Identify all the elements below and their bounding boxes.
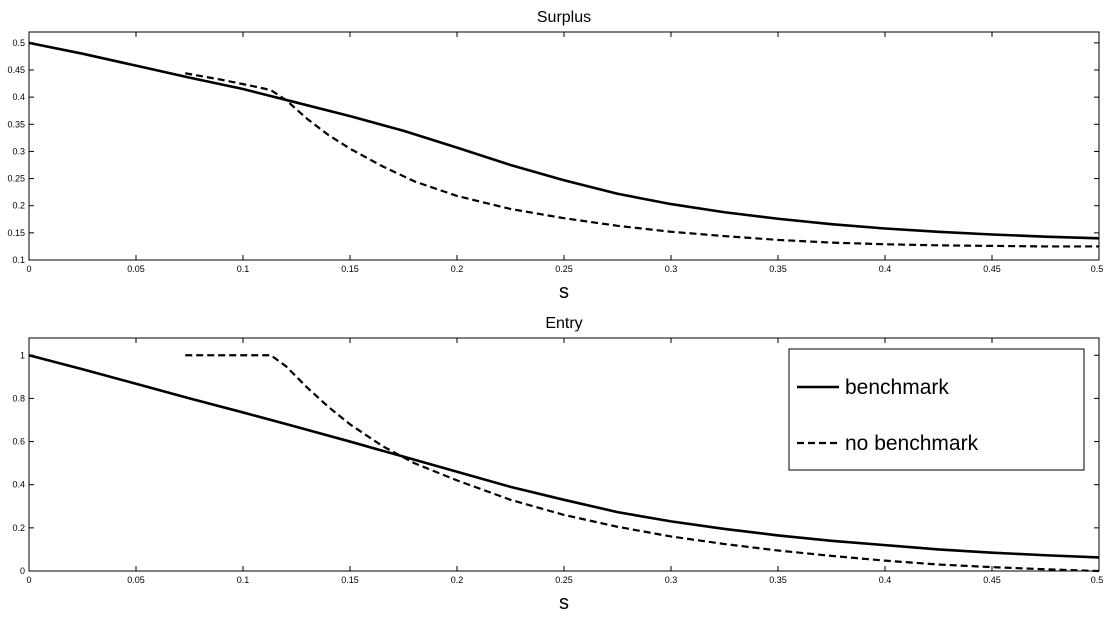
- chart-entry-legend: benchmark no benchmark: [788, 348, 1085, 471]
- chart-entry-ytick-label: 0.4: [12, 480, 25, 490]
- chart-entry-title: Entry: [545, 315, 582, 332]
- chart-entry-series-no-benchmark-line: [185, 354, 1100, 573]
- chart-entry-xtick-label: 0.2: [451, 575, 464, 585]
- chart-entry-series-benchmark-line: [28, 354, 1100, 559]
- chart-entry-ytick-label: 0: [20, 566, 25, 576]
- legend-box: [788, 348, 1085, 471]
- chart-surplus-ytick-label: 0.5: [12, 38, 25, 48]
- chart-entry: Entry s 0 0.05 0.1 0.15 0.2 0.25 0.3 0.35 0.4 0.45 0…: [12, 315, 1104, 614]
- chart-surplus-ytick-label: 0.25: [7, 174, 25, 184]
- chart-surplus-xtick-label: 0.5: [1091, 264, 1104, 274]
- chart-surplus-series-benchmark-line: [28, 41, 1100, 240]
- chart-surplus-xtick-label: 0.4: [879, 264, 892, 274]
- chart-surplus-ytick-label: 0.15: [7, 228, 25, 238]
- chart-surplus-xtick-label: 0.2: [451, 264, 464, 274]
- chart-entry-xtick-label: 0: [26, 575, 31, 585]
- chart-surplus-title: Surplus: [537, 9, 591, 26]
- chart-entry-xtick-label: 0.25: [555, 575, 573, 585]
- chart-surplus-series-no-benchmark-line: [185, 72, 1099, 248]
- chart-surplus-xtick-label: 0.15: [341, 264, 359, 274]
- chart-surplus-xtick-label: 0.35: [769, 264, 787, 274]
- legend-label-benchmark: benchmark: [845, 376, 949, 399]
- chart-surplus-xtick-label: 0: [26, 264, 31, 274]
- chart-entry-xtick-label: 0.05: [127, 575, 145, 585]
- chart-entry-ytick-label: 1: [20, 350, 25, 360]
- chart-entry-xtick-label: 0.4: [879, 575, 892, 585]
- chart-entry-xtick-label: 0.45: [983, 575, 1001, 585]
- chart-entry-xlabel: s: [559, 592, 569, 612]
- chart-surplus-ytick-label: 0.2: [12, 201, 25, 211]
- chart-surplus-xlabel: s: [559, 281, 569, 303]
- chart-surplus-ytick-label: 0.4: [12, 92, 25, 102]
- chart-entry-xtick-label: 0.35: [769, 575, 787, 585]
- chart-surplus-xtick-label: 0.25: [555, 264, 573, 274]
- chart-surplus-ytick-label: 0.3: [12, 146, 25, 156]
- chart-surplus-xtick-label: 0.1: [237, 264, 250, 274]
- chart-entry-ytick-label: 0.2: [12, 523, 25, 533]
- chart-surplus-axes-frame: [28, 31, 1100, 261]
- chart-surplus-xtick-label: 0.05: [127, 264, 145, 274]
- chart-entry-xtick-label: 0.3: [665, 575, 678, 585]
- chart-entry-ytick-label: 0.8: [12, 393, 25, 403]
- chart-entry-xtick-label: 0.1: [237, 575, 250, 585]
- legend-label-no-benchmark: no benchmark: [845, 432, 979, 455]
- chart-surplus-xtick-label: 0.3: [665, 264, 678, 274]
- chart-surplus-ytick-label: 0.45: [7, 65, 25, 75]
- chart-surplus-xtick-label: 0.45: [983, 264, 1001, 274]
- chart-surplus: Surplus s 0 0.05 0.1 0.15 0.2 0.25 0.3 0.35 0.4 0.4…: [7, 9, 1103, 303]
- chart-entry-ytick-label: 0.6: [12, 437, 25, 447]
- chart-surplus-ytick-label: 0.1: [12, 255, 25, 265]
- chart-entry-xtick-label: 0.15: [341, 575, 359, 585]
- chart-surplus-ytick-label: 0.35: [7, 119, 25, 129]
- chart-entry-xtick-label: 0.5: [1091, 575, 1104, 585]
